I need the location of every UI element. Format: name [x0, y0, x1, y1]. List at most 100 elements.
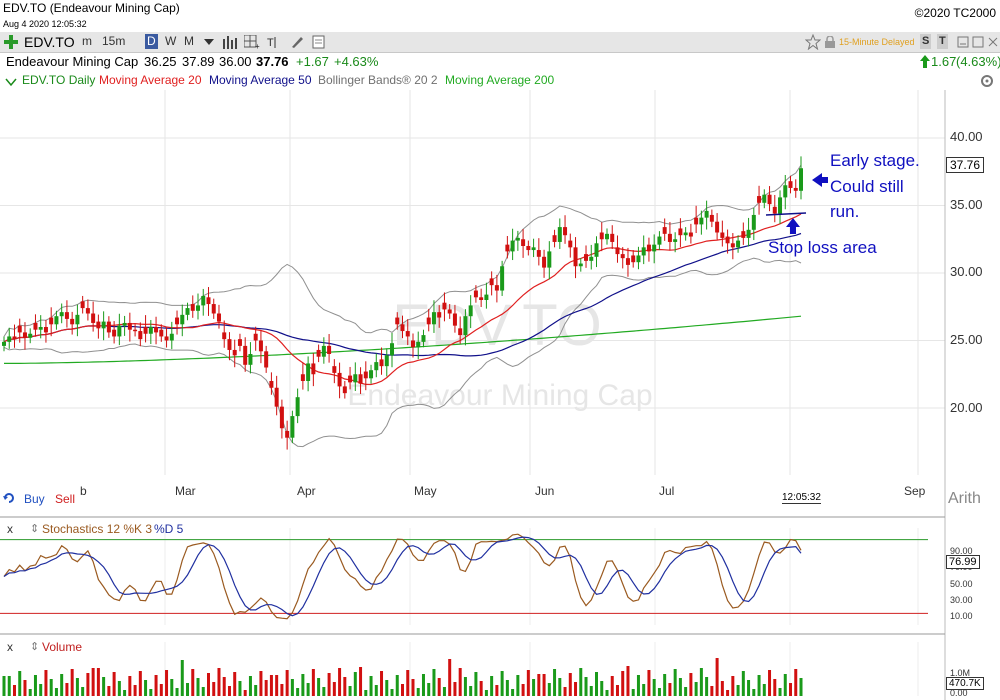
t-menu[interactable]: T [937, 34, 948, 49]
volume-bar [516, 675, 520, 696]
candle-body [379, 359, 384, 367]
move-icon[interactable]: ⇕ [30, 641, 40, 653]
volume-bar [794, 669, 798, 696]
bar-chart-icon[interactable] [222, 35, 238, 49]
candle-body [489, 278, 494, 286]
legend-ma200[interactable]: Moving Average 200 [445, 73, 555, 87]
stoch-y-label: 30.00 [950, 595, 973, 605]
legend-ma50[interactable]: Moving Average 50 [209, 73, 312, 87]
volume-bar [149, 689, 153, 696]
candle-body [652, 244, 657, 252]
add-icon[interactable] [4, 35, 18, 49]
volume-bar [353, 672, 357, 696]
candle-body [122, 322, 127, 326]
close-stoch-button[interactable]: x [7, 522, 13, 536]
chevron-down-icon[interactable] [204, 39, 214, 45]
stoch-title[interactable]: Stochastics 12 %K 3 [42, 522, 153, 536]
refresh-icon[interactable] [2, 491, 16, 505]
volume-bar [390, 689, 394, 696]
buy-button[interactable]: Buy [24, 492, 45, 506]
volume-bar [275, 675, 279, 696]
note-icon[interactable] [312, 35, 326, 49]
annotation-line1: Early stage. [830, 151, 920, 170]
volume-bar [159, 684, 163, 696]
stoch-d-label[interactable]: %D 5 [154, 522, 184, 536]
candle-body [227, 339, 232, 350]
legend-ma20[interactable]: Moving Average 20 [99, 73, 202, 87]
interval-daily[interactable]: D [145, 34, 158, 49]
volume-bar [380, 671, 384, 696]
volume-bar [600, 681, 604, 696]
candle-body [778, 197, 783, 214]
candle-body [484, 294, 489, 300]
s-menu[interactable]: S [920, 34, 932, 49]
volume-bar [7, 676, 11, 696]
x-label: Jun [535, 484, 555, 498]
volume-bar [217, 668, 221, 696]
candle-body [673, 239, 678, 242]
lock-icon[interactable] [824, 36, 836, 48]
interval-weekly[interactable]: W [165, 34, 177, 48]
volume-bar [610, 676, 614, 696]
volume-bar [453, 682, 457, 696]
volume-bar [96, 668, 100, 696]
grid-add-icon[interactable]: + [244, 35, 260, 49]
star-icon[interactable] [805, 34, 821, 50]
candle-body [33, 322, 38, 330]
candle-body [631, 255, 636, 263]
ma20-line [3, 213, 802, 386]
minimize-icon[interactable] [957, 36, 969, 48]
candle-body [2, 341, 6, 346]
chevron-down-icon[interactable] [5, 76, 17, 88]
sell-button[interactable]: Sell [55, 492, 76, 506]
candle-body [159, 329, 164, 337]
close-icon[interactable] [987, 36, 999, 48]
settings-icon[interactable] [980, 74, 994, 88]
volume-bar [657, 688, 661, 696]
candle-body [715, 221, 720, 233]
interval-minute[interactable]: m [82, 34, 92, 48]
scale-label[interactable]: Arith [948, 490, 981, 507]
move-icon[interactable]: ⇕ [30, 523, 40, 535]
symbol-field[interactable]: EDV.TO [24, 34, 75, 50]
candle-body [662, 227, 667, 234]
x-label: b [80, 484, 87, 498]
text-icon[interactable]: T [266, 35, 282, 49]
candle-body [321, 345, 326, 357]
candle-body [384, 355, 389, 367]
volume-title[interactable]: Volume [42, 640, 83, 654]
candle-body [725, 236, 730, 244]
candle-body [138, 331, 143, 340]
close-volume-button[interactable]: x [7, 640, 13, 654]
chart-area[interactable]: EDV.TO Endeavour Mining Cap [0, 90, 1000, 700]
volume-bar [107, 686, 111, 696]
volume-bar [54, 688, 58, 696]
volume-bar [731, 676, 735, 696]
stop-loss-line [765, 212, 807, 216]
interval-15m[interactable]: 15m [102, 34, 126, 48]
volume-bar [269, 675, 273, 696]
candle-body [316, 349, 321, 357]
volume-bar [81, 687, 85, 696]
candle-body [106, 321, 111, 333]
quote-name: Endeavour Mining Cap [6, 54, 139, 69]
volume-bar [621, 671, 625, 696]
candle-body [468, 305, 473, 317]
candle-body [70, 318, 75, 325]
quote-low: 36.00 [219, 54, 252, 69]
candle-body [264, 351, 269, 368]
volume-bar [647, 670, 651, 696]
candle-body [657, 236, 662, 245]
legend-symbol[interactable]: EDV.TO Daily [22, 73, 96, 87]
volume-bar [343, 677, 347, 696]
maximize-icon[interactable] [972, 36, 984, 48]
candle-body [788, 181, 793, 188]
volume-bar [285, 670, 289, 696]
interval-monthly[interactable]: M [184, 34, 194, 48]
pencil-icon[interactable] [290, 35, 304, 49]
candle-body [799, 168, 803, 191]
candle-body [720, 232, 725, 238]
legend-bollinger[interactable]: Bollinger Bands® 20 2 [318, 73, 438, 87]
candle-body [400, 324, 405, 332]
volume-bar [547, 683, 551, 696]
